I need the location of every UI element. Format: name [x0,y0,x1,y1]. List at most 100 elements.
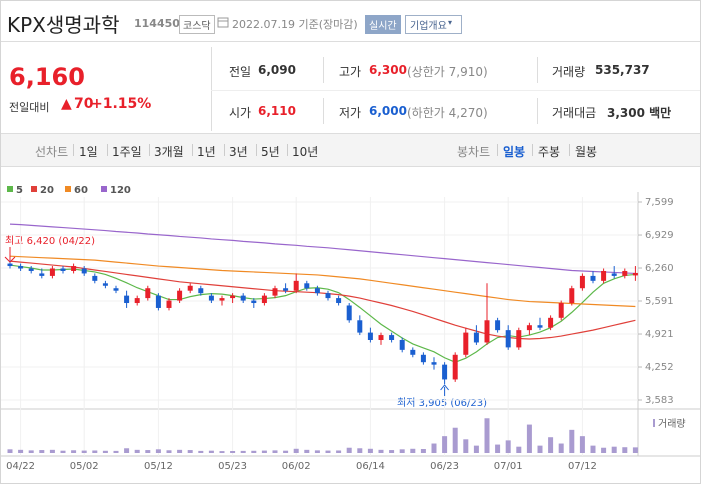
candle-body [389,335,395,340]
volume-bar [463,439,469,453]
tab[interactable]: 1년 [197,145,216,159]
tab-group-label: 봉차트 [457,145,491,159]
candle-body [378,335,384,340]
x-tick-label: 06/14 [356,461,385,472]
divider [1,41,700,42]
quote-label: 고가 [339,65,362,79]
volume-bar [134,449,140,453]
y-tick-label: 3,583 [645,395,674,406]
candle-body [113,288,119,291]
tab[interactable]: 월봉 [575,145,598,159]
tab[interactable]: 주봉 [538,145,561,159]
volume-bar [240,450,246,453]
volume-bar [495,444,501,453]
quote-label: 거래량 [552,65,586,79]
volume-bar [304,449,310,453]
candle-body [304,283,310,289]
divider [323,57,324,83]
tab-bar: 선차트 봉차트 1일 1주일 3개월 1년 3년 5년 10년 일봉 주봉 월봉 [1,133,700,167]
volume-bar [198,450,204,453]
candle-body [420,354,426,363]
volume-bar [389,450,395,453]
change-arrow: ▲ [61,96,72,112]
candle-body [346,305,352,321]
stock-code: 114450 [134,17,180,30]
candle-body [484,320,490,343]
candle-body [325,293,331,299]
candle-body [198,288,204,294]
volume-bar [272,450,278,453]
x-tick-label: 06/02 [282,461,311,472]
tab[interactable]: 3개월 [154,145,184,159]
volume-bar [113,450,119,453]
tab-separator [192,144,193,156]
candle-body [505,330,511,348]
candle-body [548,317,554,328]
candle-body [124,295,130,304]
candle-body [442,364,448,380]
volume-bar [145,450,151,453]
quote-value: 535,737 [595,63,650,77]
candle-body [452,354,458,380]
candle-body [92,275,98,281]
volume-bar [410,448,416,453]
quote-label: 전일 [229,65,252,79]
candle-body [230,295,236,299]
legend-swatch [31,186,37,192]
tab[interactable]: 1주일 [112,145,142,159]
x-tick-label: 05/02 [70,461,99,472]
candle-body [49,268,55,276]
ma-line [9,255,636,308]
divider [537,57,538,83]
tab[interactable]: 5년 [261,145,280,159]
tab[interactable]: 3년 [229,145,248,159]
quote-note: (하한가 4,270) [407,106,488,120]
candle-body [463,332,469,355]
candle-body [177,290,183,301]
candle-body [134,298,140,304]
legend-swatch [7,186,13,192]
tab[interactable]: 10년 [292,145,319,159]
candle-body [261,295,267,304]
x-tick-label: 06/23 [430,461,459,472]
candle-body [601,270,607,281]
volume-bar [367,448,373,453]
quote-value: 6,300 [369,63,407,77]
volume-bar [155,449,161,453]
volume-bar [431,443,437,453]
y-tick-label: 4,921 [645,329,674,340]
ma-line [9,260,636,340]
tab[interactable]: 1일 [79,145,98,159]
candle-body [632,272,638,276]
volume-bar [251,450,257,453]
volume-bar [632,447,638,453]
candle-body [357,320,363,333]
volume-bar [558,443,564,453]
company-dropdown[interactable]: 기업개요 [405,15,462,34]
high-annotation: 최고 6,420 (04/22) [5,235,95,247]
volume-bar [187,450,193,453]
candle-body [537,325,543,328]
candle-body [590,275,596,281]
candle-body [102,283,108,286]
legend-swatch [653,419,655,427]
volume-bar [590,445,596,453]
realtime-button[interactable]: 실시간 [365,15,401,34]
volume-bar [537,445,543,453]
volume-bar [420,449,426,453]
candle-body [18,266,24,269]
candle-body [145,288,151,299]
stock-name: KPX생명과학 [7,13,120,37]
legend-label: 5 [16,185,23,196]
quote-value: 6,000 [369,104,407,118]
divider [211,47,212,131]
candle-body [81,268,87,274]
volume-bar [473,445,479,453]
tab[interactable]: 일봉 [503,145,526,159]
legend-label: 60 [74,185,88,196]
chart: 최고 6,420 (04/22) 최저 3,905 (06/23) 7,599 6… [1,185,700,472]
divider [211,90,700,91]
candle-body [155,295,161,308]
candle-body [283,288,289,291]
